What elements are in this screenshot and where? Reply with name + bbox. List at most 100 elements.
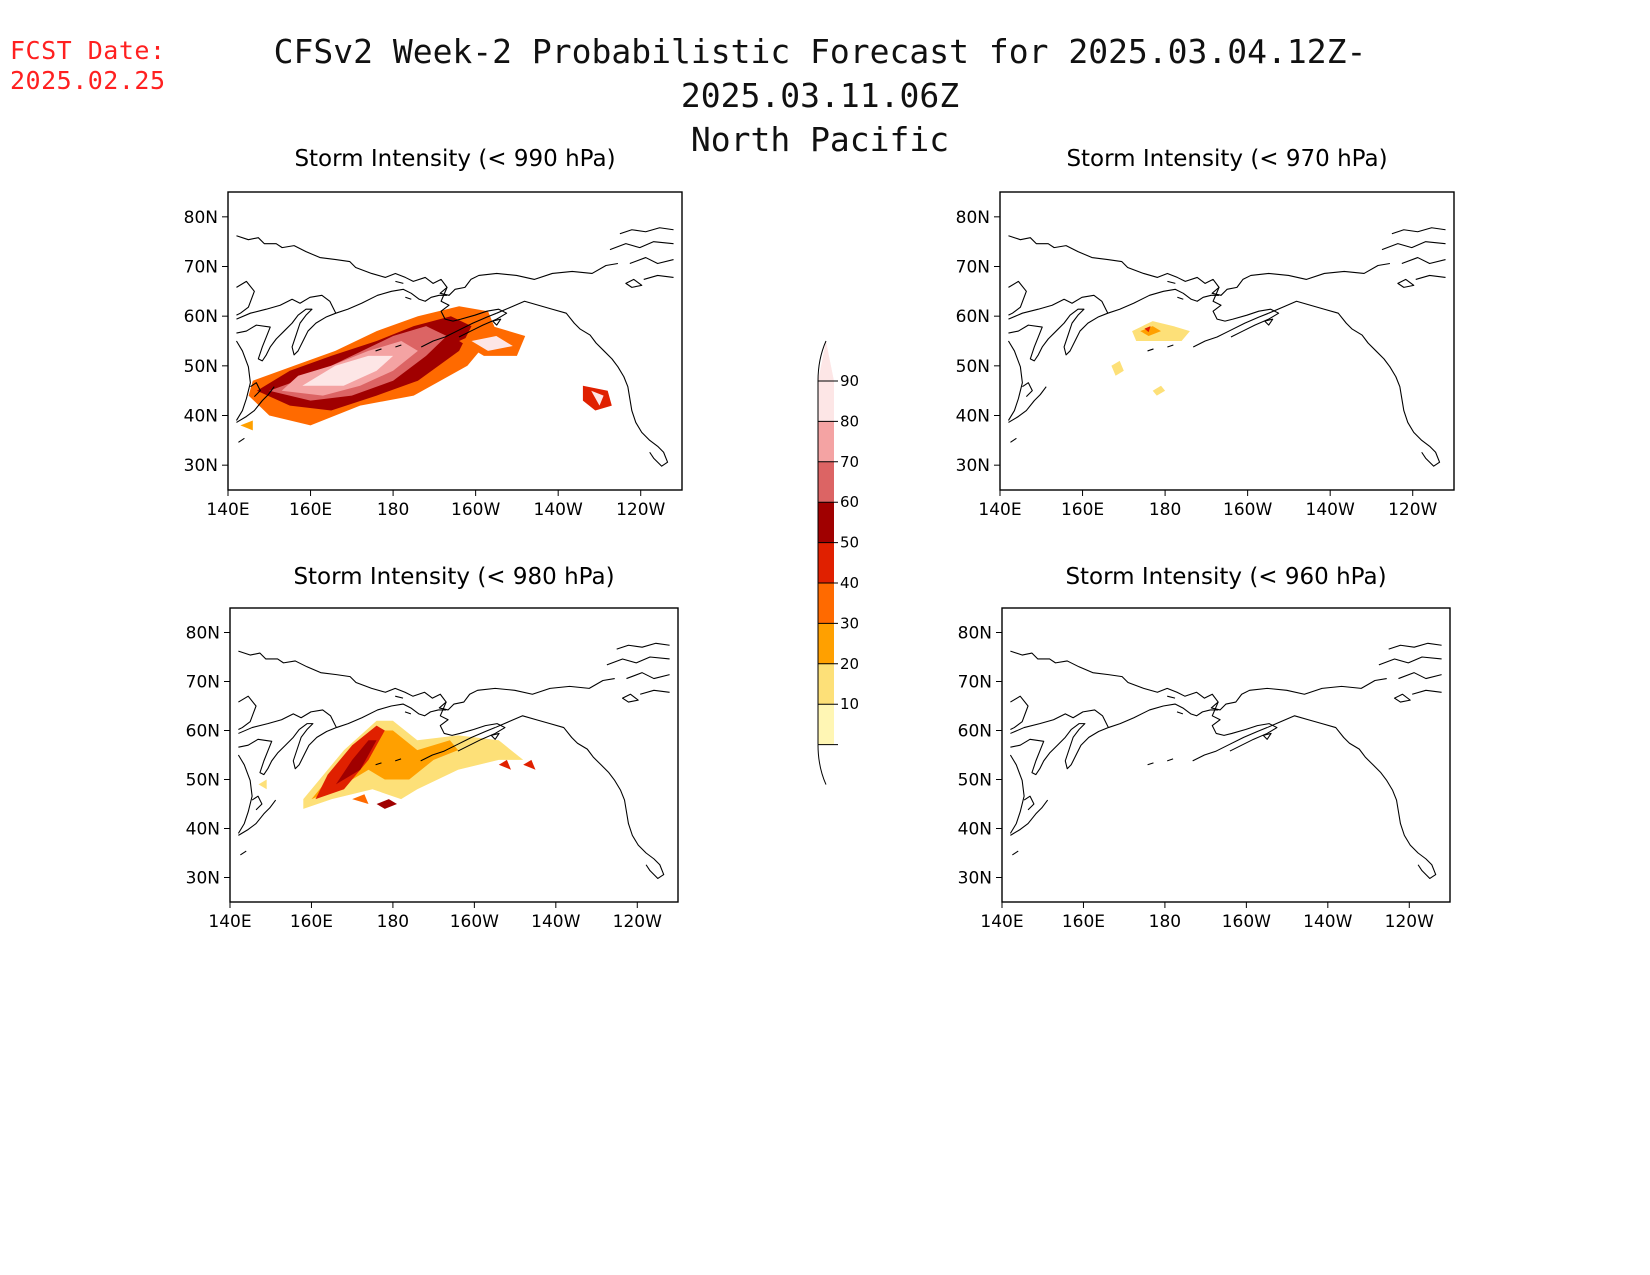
- lon-label: 160E: [1062, 912, 1105, 932]
- probability-shading: [258, 720, 536, 809]
- probability-area: [376, 799, 397, 809]
- probability-area: [591, 390, 604, 406]
- lon-label: 140W: [1306, 500, 1355, 520]
- map-panel-p960: Storm Intensity (< 960 hPa) 140E 160E 180 16…: [958, 564, 1451, 932]
- lon-label: 140W: [534, 500, 583, 520]
- lat-label: 30N: [184, 456, 218, 476]
- probability-area: [258, 779, 267, 790]
- probability-area: [471, 336, 513, 351]
- lat-label: 70N: [958, 673, 992, 693]
- lon-label: 160E: [290, 912, 333, 932]
- lat-label: 40N: [184, 407, 218, 427]
- lat-label: 60N: [956, 307, 990, 327]
- map-panel-p990: Storm Intensity (< 990 hPa) 140E 160E 180 16…: [184, 146, 683, 520]
- map-panels: Storm Intensity (< 990 hPa) 140E 160E 180 16…: [184, 146, 1455, 932]
- colorbar-label: 10: [840, 695, 859, 713]
- lon-label: 160E: [1061, 500, 1104, 520]
- lat-label: 30N: [186, 869, 220, 889]
- lat-label: 60N: [958, 722, 992, 742]
- coastline: [1009, 642, 1443, 880]
- map-frame: [227, 191, 683, 491]
- lon-label: 140W: [531, 912, 580, 932]
- colorbar-bin: [818, 502, 834, 543]
- probability-area: [302, 355, 394, 386]
- lon-label: 120W: [1388, 500, 1437, 520]
- colorbar-bin: [818, 421, 834, 462]
- map-panel-p970: Storm Intensity (< 970 hPa) 140E 160E 180 16…: [956, 146, 1455, 520]
- panel-title: Storm Intensity (< 970 hPa): [1066, 146, 1387, 172]
- colorbar-bin: [818, 461, 834, 503]
- probability-shading: [240, 306, 612, 431]
- lat-label: 60N: [186, 722, 220, 742]
- lon-label: 160W: [451, 500, 500, 520]
- lat-label: 80N: [186, 624, 220, 644]
- forecast-date-block: FCST Date: 2025.02.25: [10, 36, 166, 96]
- lon-label: 120W: [1385, 912, 1434, 932]
- panel-title: Storm Intensity (< 990 hPa): [294, 146, 615, 172]
- probability-area: [1152, 385, 1166, 396]
- colorbar-top-arrow: [818, 341, 834, 381]
- lon-label: 180: [1149, 500, 1181, 520]
- colorbar-bin: [818, 381, 834, 422]
- colorbar-bin: [818, 663, 834, 705]
- probability-area: [240, 420, 253, 431]
- colorbar: 90 80 70 60 50 40 30 20 10: [817, 340, 859, 785]
- lat-label: 40N: [186, 820, 220, 840]
- probability-area: [498, 759, 511, 770]
- colorbar-label: 90: [840, 372, 859, 390]
- map-panel-p980: Storm Intensity (< 980 hPa) 140E 160E 180 16…: [186, 564, 679, 932]
- lon-label: 160W: [1223, 500, 1272, 520]
- figure-title-line2: North Pacific: [690, 120, 950, 159]
- probability-area: [1144, 326, 1151, 333]
- forecast-date-value: 2025.02.25: [10, 66, 166, 95]
- lat-label: 80N: [956, 208, 990, 228]
- colorbar-label: 50: [840, 534, 859, 552]
- map-frame: [229, 607, 679, 903]
- lat-label: 60N: [184, 307, 218, 327]
- lon-label: 180: [377, 500, 409, 520]
- lat-label: 70N: [956, 258, 990, 278]
- lat-label: 50N: [958, 771, 992, 791]
- colorbar-bottom-edge: [817, 744, 827, 785]
- map-frame: [999, 191, 1455, 491]
- colorbar-bin: [818, 623, 834, 664]
- probability-area: [1140, 326, 1161, 336]
- probability-area: [311, 730, 459, 800]
- forecast-date-label: FCST Date:: [10, 36, 166, 65]
- lon-label: 140E: [206, 500, 249, 520]
- colorbar-top-edge: [817, 340, 827, 382]
- lon-label: 160W: [1222, 912, 1271, 932]
- probability-area: [1111, 360, 1124, 376]
- lat-label: 40N: [956, 407, 990, 427]
- lon-label: 140E: [208, 912, 251, 932]
- lon-label: 180: [377, 912, 409, 932]
- lat-label: 50N: [184, 357, 218, 377]
- colorbar-label: 70: [840, 453, 859, 471]
- lat-label: 50N: [186, 771, 220, 791]
- panel-title: Storm Intensity (< 980 hPa): [293, 564, 614, 590]
- colorbar-bin: [818, 583, 834, 624]
- lat-label: 30N: [956, 456, 990, 476]
- lon-label: 140E: [980, 912, 1023, 932]
- colorbar-label: 20: [840, 655, 859, 673]
- coastline: [1007, 227, 1447, 467]
- probability-area: [1132, 321, 1190, 341]
- figure-title-line1: CFSv2 Week-2 Probabilistic Forecast for …: [273, 32, 1367, 115]
- lon-label: 160W: [450, 912, 499, 932]
- lat-label: 80N: [958, 624, 992, 644]
- probability-area: [335, 740, 377, 785]
- probability-shading: [1111, 321, 1190, 396]
- lat-label: 40N: [958, 820, 992, 840]
- lat-label: 50N: [956, 357, 990, 377]
- probability-area: [523, 759, 536, 770]
- lon-label: 140W: [1303, 912, 1352, 932]
- probability-area: [352, 794, 369, 804]
- lat-label: 80N: [184, 208, 218, 228]
- lon-label: 120W: [616, 500, 665, 520]
- lat-label: 70N: [186, 673, 220, 693]
- lon-label: 140E: [978, 500, 1021, 520]
- colorbar-label: 60: [840, 493, 859, 511]
- lon-label: 180: [1149, 912, 1181, 932]
- colorbar-label: 40: [840, 574, 859, 592]
